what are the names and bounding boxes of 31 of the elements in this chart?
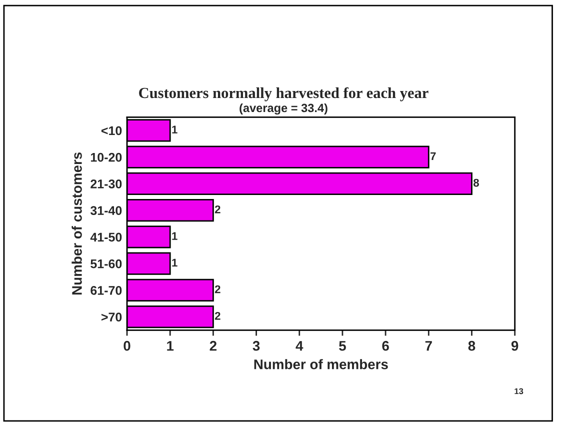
- x-tick-label: 1: [167, 341, 174, 351]
- data-label: 7: [430, 152, 436, 160]
- x-tick-label: 9: [511, 340, 518, 351]
- data-label: 2: [214, 285, 220, 294]
- data-label: 8: [473, 178, 479, 187]
- x-tick-label: 2: [210, 340, 216, 351]
- x-axis-title: Number of members: [254, 359, 388, 370]
- x-tick-label: 4: [296, 341, 304, 351]
- y-tick-label: 61-70: [90, 286, 122, 295]
- text: 13: [514, 388, 524, 394]
- x-tick-label: 8: [468, 340, 476, 351]
- y-tick-label: 51-60: [90, 259, 122, 268]
- data-label: 1: [172, 232, 178, 240]
- y-axis-title: Number of customers: [72, 152, 82, 294]
- data-label: 1: [172, 258, 178, 266]
- y-tick-label: 41-50: [90, 232, 122, 242]
- y-tick-label: 31-40: [90, 206, 122, 216]
- chart-subtitle: (average = 33.4): [240, 103, 328, 115]
- y-tick-label: >70: [101, 312, 122, 322]
- x-tick-label: 3: [252, 340, 260, 351]
- y-tick-label: 21-30: [90, 180, 122, 188]
- y-tick-label: <10: [101, 126, 122, 136]
- x-tick-label: 5: [339, 341, 346, 351]
- y-tick-label: 10-20: [90, 152, 122, 162]
- x-tick-label: 6: [382, 340, 389, 351]
- x-tick-label: 0: [124, 340, 130, 351]
- chart-title: Customers normally harvested for each year: [139, 87, 428, 102]
- data-label: 2: [214, 312, 220, 320]
- x-tick-label: 7: [425, 341, 432, 351]
- data-label: 2: [214, 205, 220, 214]
- data-label: 1: [172, 126, 178, 134]
